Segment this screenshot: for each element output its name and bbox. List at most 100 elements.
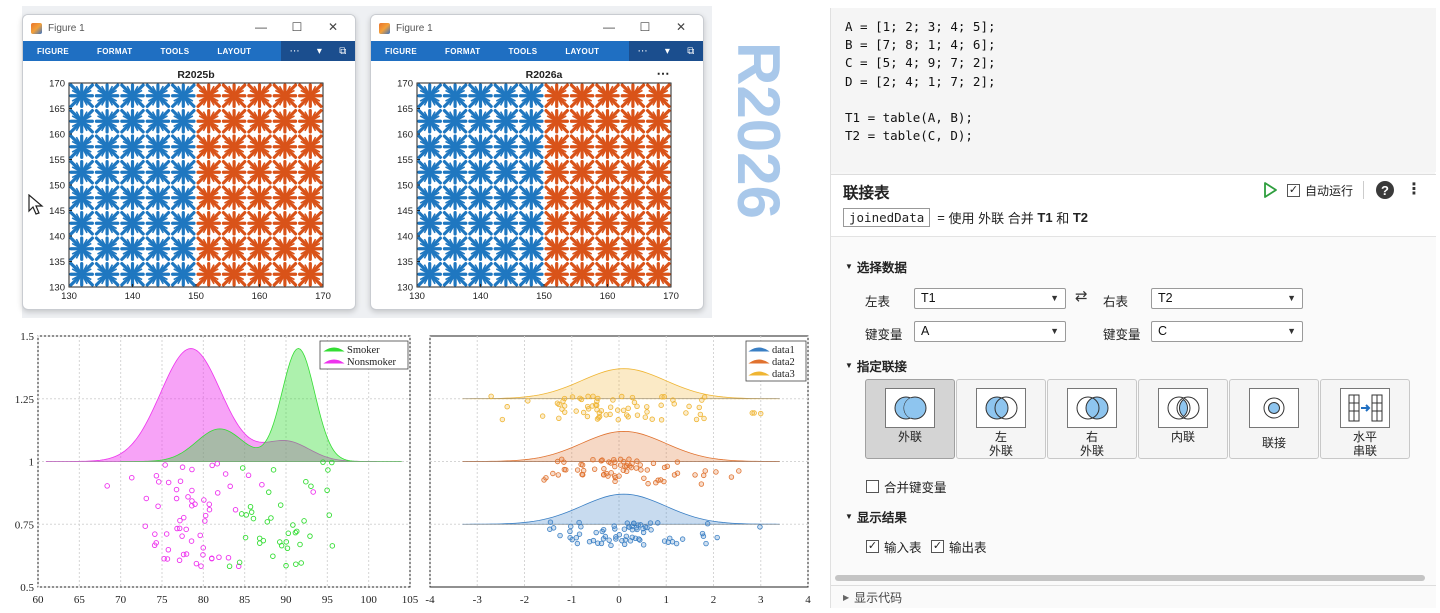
code-block[interactable]: A = [1; 2; 3; 4; 5]; B = [7; 8; 1; 4; 6]…: [831, 8, 1436, 172]
swap-tables-icon[interactable]: ⇄: [1075, 288, 1088, 305]
join-type-right-outer-button[interactable]: 右 外联: [1047, 379, 1137, 459]
left-table-value: T1: [921, 291, 936, 305]
collapse-arrow-icon[interactable]: ▼: [845, 361, 853, 370]
pattern-glyph-spokes: [97, 187, 118, 208]
collapse-arrow-icon[interactable]: ▼: [845, 262, 853, 271]
output-table-checkbox[interactable]: ✓: [931, 540, 944, 553]
minimize-icon[interactable]: —: [603, 20, 615, 34]
pattern-glyph-spokes: [521, 136, 542, 157]
code-line[interactable]: [845, 92, 1436, 110]
task-summary: joinedData = 使用 外联 合并 T1 和 T2: [843, 208, 1088, 227]
pattern-glyph-spokes: [198, 162, 219, 183]
collapse-toolstrip-icon[interactable]: ▾: [664, 45, 670, 57]
minimize-icon[interactable]: —: [255, 20, 267, 34]
join-type-horzcat-button[interactable]: 水平 串联: [1320, 379, 1410, 459]
section-specify-join[interactable]: ▼ 指定联接: [845, 356, 907, 375]
auto-run-checkbox[interactable]: ✓: [1286, 183, 1300, 197]
tab-layout[interactable]: LAYOUT: [217, 46, 252, 56]
legend-label: Nonsmoker: [347, 357, 396, 368]
pattern-glyph-spokes: [122, 136, 143, 157]
pattern-glyph-spokes: [224, 162, 245, 183]
nonsmoker-point: [180, 551, 187, 558]
section-display-results[interactable]: ▼ 显示结果: [845, 507, 907, 526]
figure-toolstrip: FIGURE FORMAT TOOLS LAYOUT ⋯ ▾ ⧉: [23, 41, 355, 61]
pattern-glyph-spokes: [173, 213, 194, 234]
dock-icon[interactable]: ⧉: [339, 45, 347, 57]
horizontal-scrollbar[interactable]: [835, 575, 1425, 581]
code-line[interactable]: T1 = table(A, B);: [845, 109, 973, 125]
section-select-data[interactable]: ▼ 选择数据: [845, 257, 907, 276]
code-line[interactable]: C = [5; 4; 9; 7; 2];: [845, 55, 996, 71]
code-line[interactable]: A = [1; 2; 3; 4; 5];: [845, 19, 996, 34]
y-tick-label: 150: [397, 181, 413, 192]
point-data2: [543, 475, 549, 481]
figure-titlebar[interactable]: Figure 1 — ☐ ✕: [371, 15, 703, 41]
tab-figure[interactable]: FIGURE: [385, 46, 418, 56]
close-icon[interactable]: ✕: [327, 20, 339, 34]
nonsmoker-point: [200, 552, 206, 558]
output-variable-field[interactable]: joinedData: [843, 208, 931, 227]
input-tables-checkbox[interactable]: ✓: [866, 540, 879, 553]
point-data3: [658, 417, 665, 423]
pattern-glyph-spokes: [198, 213, 219, 234]
figure-titlebar[interactable]: Figure 1 — ☐ ✕: [23, 15, 355, 41]
join-type-inner-button[interactable]: 内联: [1138, 379, 1228, 459]
left-table-dropdown[interactable]: T1 ▼: [914, 288, 1066, 309]
summary-merge: 合并: [1007, 211, 1034, 226]
right-table-dropdown[interactable]: T2 ▼: [1151, 288, 1303, 309]
join-type-join-button[interactable]: 联接: [1229, 379, 1319, 459]
pattern-glyph-spokes: [274, 187, 295, 208]
output-table-label: 输出表: [949, 541, 987, 555]
close-icon[interactable]: ✕: [675, 20, 687, 34]
inner-join-icon: [1158, 388, 1208, 428]
pattern-glyph-spokes: [419, 213, 440, 234]
join-type-label: 右: [1085, 430, 1098, 444]
output-table-row[interactable]: ✓ 输出表: [931, 537, 987, 556]
nonsmoker-point: [206, 506, 213, 513]
point-data2: [550, 470, 556, 477]
figure-axes[interactable]: R2025b 130 140 150 160 170 170 165 160 155 150 145 1…: [23, 61, 355, 309]
more-vertical-icon[interactable]: ⋮: [1406, 181, 1422, 198]
nonsmoker-point: [189, 487, 195, 494]
code-line[interactable]: D = [2; 4; 1; 7; 2];: [845, 73, 996, 89]
merge-keys-checkbox[interactable]: [866, 480, 879, 493]
run-icon[interactable]: [1261, 181, 1279, 199]
nonsmoker-point: [173, 486, 180, 493]
show-code-toggle[interactable]: ▶ 显示代码: [843, 589, 902, 606]
dock-icon[interactable]: ⧉: [687, 45, 695, 57]
collapse-arrow-icon[interactable]: ▼: [845, 512, 853, 521]
more-options-icon[interactable]: ⋯: [289, 45, 300, 57]
tab-format[interactable]: FORMAT: [445, 46, 481, 56]
tab-layout[interactable]: LAYOUT: [565, 46, 600, 56]
maximize-icon[interactable]: ☐: [639, 20, 651, 34]
point-data2: [674, 470, 681, 476]
figure-window-r2026a[interactable]: Figure 1 — ☐ ✕ FIGURE FORMAT TOOLS LAYOU…: [370, 14, 704, 310]
x-tick-label: 130: [61, 291, 77, 302]
join-type-left-outer-button[interactable]: 左 外联: [956, 379, 1046, 459]
point-data1: [631, 520, 637, 527]
nonsmoker-point: [310, 489, 316, 495]
right-key-label: 键变量: [1103, 328, 1141, 342]
tab-figure[interactable]: FIGURE: [37, 46, 70, 56]
tab-tools[interactable]: TOOLS: [160, 46, 190, 56]
nonsmoker-point: [185, 494, 191, 500]
code-line[interactable]: B = [7; 8; 1; 4; 6];: [845, 37, 996, 53]
more-options-icon[interactable]: ⋯: [637, 45, 648, 57]
figure-window-r2025b[interactable]: Figure 1 — ☐ ✕ FIGURE FORMAT TOOLS LAYOU…: [22, 14, 356, 310]
tab-tools[interactable]: TOOLS: [508, 46, 538, 56]
point-data2: [653, 480, 659, 486]
point-data2: [661, 464, 668, 471]
figure-axes[interactable]: R2026a ⋯ 130 140 150 160 170 170 165 160 155 150 145…: [371, 61, 703, 309]
merge-keys-row[interactable]: 合并键变量: [866, 477, 947, 496]
help-icon[interactable]: ?: [1376, 181, 1394, 199]
join-type-outer-button[interactable]: 外联: [865, 379, 955, 459]
point-data3: [615, 417, 621, 423]
left-key-dropdown[interactable]: A ▼: [914, 321, 1066, 342]
tab-format[interactable]: FORMAT: [97, 46, 133, 56]
point-data3: [488, 393, 494, 399]
right-key-dropdown[interactable]: C ▼: [1151, 321, 1303, 342]
collapse-toolstrip-icon[interactable]: ▾: [316, 45, 322, 57]
code-line[interactable]: T2 = table(C, D);: [845, 128, 973, 144]
maximize-icon[interactable]: ☐: [291, 20, 303, 34]
input-tables-row[interactable]: ✓ 输入表: [866, 537, 922, 556]
